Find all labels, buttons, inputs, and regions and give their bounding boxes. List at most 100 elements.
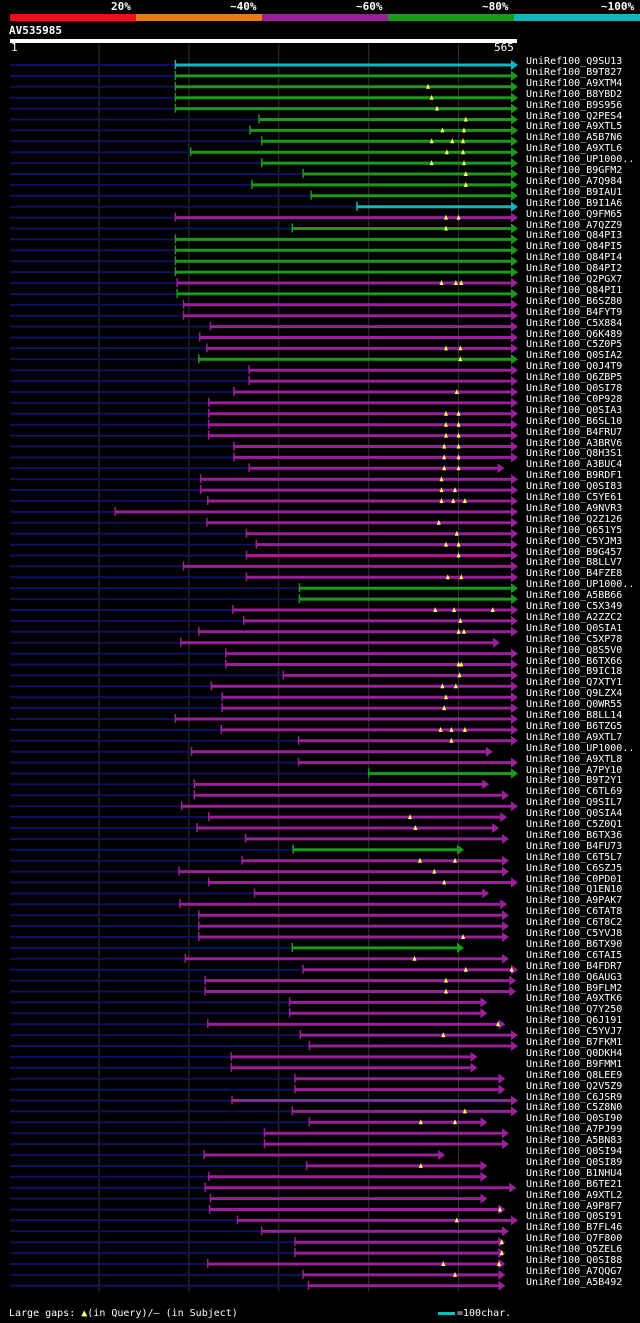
hit-name-link[interactable]: UniRef100_A9XTL6 xyxy=(526,143,623,155)
hit-row[interactable] xyxy=(10,1095,518,1106)
hit-row[interactable] xyxy=(10,681,518,692)
hit-name-link[interactable]: UniRef100_B4FRU7 xyxy=(526,426,623,438)
hit-name-link[interactable]: UniRef100_B9T2Y1 xyxy=(526,775,623,787)
hit-name-link[interactable]: UniRef100_Q6ZBP5 xyxy=(526,372,623,384)
hit-name-link[interactable]: UniRef100_Q7F800 xyxy=(526,1233,623,1245)
hit-row[interactable] xyxy=(10,321,518,332)
hit-row[interactable] xyxy=(10,441,518,452)
hit-name-link[interactable]: UniRef100_B9T827 xyxy=(526,66,623,78)
hit-row[interactable] xyxy=(10,1226,510,1237)
hit-name-link[interactable]: UniRef100_B4FYT9 xyxy=(526,306,623,318)
hit-row[interactable] xyxy=(10,1073,506,1084)
hit-name-link[interactable]: UniRef100_A2ZZC2 xyxy=(526,611,623,623)
hit-row[interactable] xyxy=(10,648,518,659)
hit-name-link[interactable]: UniRef100_Q0SI94 xyxy=(526,1146,623,1157)
hit-row[interactable] xyxy=(10,430,518,441)
hit-name-link[interactable]: UniRef100_Q8LEE9 xyxy=(526,1069,623,1081)
hit-name-link[interactable]: UniRef100_B6TX36 xyxy=(526,829,623,841)
hit-name-link[interactable]: UniRef100_B1NHU4 xyxy=(526,1167,623,1179)
hit-row[interactable] xyxy=(10,1171,488,1182)
hit-row[interactable] xyxy=(10,1237,506,1248)
hit-name-link[interactable]: UniRef100_B4FU73 xyxy=(526,840,623,852)
hit-name-link[interactable]: UniRef100_C5Z0Q1 xyxy=(526,819,623,830)
hit-row[interactable] xyxy=(10,550,518,561)
hit-row[interactable] xyxy=(10,1041,518,1051)
hit-name-link[interactable]: UniRef100_C5YE61 xyxy=(526,492,623,503)
hit-name-link[interactable]: UniRef100_A9PAK7 xyxy=(526,895,623,907)
hit-row[interactable] xyxy=(10,147,518,158)
hit-name-link[interactable]: UniRef100_B6SL10 xyxy=(526,415,623,427)
hit-name-link[interactable]: UniRef100_C6TAI5 xyxy=(526,949,623,961)
hit-name-link[interactable]: UniRef100_B7FL46 xyxy=(526,1222,623,1234)
hit-row[interactable] xyxy=(10,714,518,724)
hit-name-link[interactable]: UniRef100_A9XTL2 xyxy=(526,1189,623,1201)
hit-row[interactable] xyxy=(10,234,518,245)
hit-row[interactable] xyxy=(10,790,510,801)
hit-name-link[interactable]: UniRef100_A3BRV6 xyxy=(526,437,623,449)
hit-name-link[interactable]: UniRef100_Q7Y250 xyxy=(526,1004,623,1016)
hit-name-link[interactable]: UniRef100_C5X884 xyxy=(526,317,623,329)
hit-name-link[interactable]: UniRef100_C5YJM3 xyxy=(526,535,623,547)
hit-row[interactable] xyxy=(10,496,518,506)
hit-row[interactable] xyxy=(10,746,493,757)
hit-name-link[interactable]: UniRef100_C6T8C2 xyxy=(526,917,623,929)
hit-name-link[interactable]: UniRef100_Q0WR55 xyxy=(526,699,623,711)
hit-row[interactable] xyxy=(10,801,518,812)
hit-row[interactable] xyxy=(10,179,518,190)
hit-name-link[interactable]: UniRef100_B6TZG5 xyxy=(526,720,623,732)
hit-name-link[interactable]: UniRef100_Q0SIA2 xyxy=(526,350,623,362)
hit-name-link[interactable]: UniRef100_Q6K489 xyxy=(526,328,623,340)
hit-name-link[interactable]: UniRef100_Q9SIL7 xyxy=(526,797,623,809)
hit-row[interactable] xyxy=(10,997,488,1008)
hit-name-link[interactable]: UniRef100_Q2Z126 xyxy=(526,513,623,525)
hit-row[interactable] xyxy=(10,354,518,365)
hit-row[interactable] xyxy=(10,703,518,714)
hit-row[interactable] xyxy=(10,615,518,626)
hit-name-link[interactable]: UniRef100_Q0SI89 xyxy=(526,1156,623,1168)
hit-row[interactable] xyxy=(10,278,518,288)
hit-name-link[interactable]: UniRef100_A9P8F7 xyxy=(526,1200,623,1212)
hit-name-link[interactable]: UniRef100_B8YBD2 xyxy=(526,88,623,100)
hit-name-link[interactable]: UniRef100_Q0SI90 xyxy=(526,1113,623,1125)
hit-name-link[interactable]: UniRef100_UP1000.. xyxy=(526,579,635,591)
hit-row[interactable] xyxy=(10,888,490,899)
hit-row[interactable] xyxy=(10,626,518,637)
hit-row[interactable] xyxy=(10,899,508,910)
hit-name-link[interactable]: UniRef100_A5BN83 xyxy=(526,1135,623,1147)
hit-row[interactable] xyxy=(10,1008,488,1019)
hit-row[interactable] xyxy=(10,1259,506,1269)
hit-name-link[interactable]: UniRef100_Q9FM65 xyxy=(526,208,623,220)
hit-name-link[interactable]: UniRef100_Q0SIA1 xyxy=(526,622,623,634)
hit-row[interactable] xyxy=(10,485,518,496)
hit-row[interactable] xyxy=(10,376,518,387)
hit-row[interactable] xyxy=(10,103,518,114)
hit-row[interactable] xyxy=(10,452,518,463)
hit-name-link[interactable]: UniRef100_C5X349 xyxy=(526,601,623,612)
hit-name-link[interactable]: UniRef100_C6T5L7 xyxy=(526,851,623,863)
hit-row[interactable] xyxy=(10,365,518,376)
hit-row[interactable] xyxy=(10,1248,506,1259)
hit-name-link[interactable]: UniRef100_Q0SI83 xyxy=(526,481,623,493)
hit-row[interactable] xyxy=(10,1062,478,1073)
hit-name-link[interactable]: UniRef100_Q6J191 xyxy=(526,1015,623,1027)
hit-name-link[interactable]: UniRef100_Q9SU13 xyxy=(526,56,623,67)
hit-row[interactable] xyxy=(10,605,518,615)
hit-name-link[interactable]: UniRef100_Q84PI4 xyxy=(526,252,623,264)
hit-row[interactable] xyxy=(10,921,510,932)
hit-row[interactable] xyxy=(10,1160,488,1171)
hit-name-link[interactable]: UniRef100_B9IAU1 xyxy=(526,186,623,198)
hit-name-link[interactable]: UniRef100_A7QZZ9 xyxy=(526,219,623,231)
hit-name-link[interactable]: UniRef100_Q2PGX7 xyxy=(526,274,623,285)
hit-name-link[interactable]: UniRef100_Q0DKH4 xyxy=(526,1047,623,1059)
hit-name-link[interactable]: UniRef100_Q0SIA4 xyxy=(526,808,623,820)
hit-name-link[interactable]: UniRef100_B4FDR7 xyxy=(526,960,623,972)
hit-row[interactable] xyxy=(10,561,518,572)
hit-row[interactable] xyxy=(10,267,518,278)
hit-row[interactable] xyxy=(10,125,518,136)
hit-row[interactable] xyxy=(10,397,518,408)
hit-row[interactable] xyxy=(10,1204,506,1215)
hit-row[interactable] xyxy=(10,245,518,256)
hit-row[interactable] xyxy=(10,1051,478,1062)
hit-name-link[interactable]: UniRef100_B8LL14 xyxy=(526,710,623,721)
hit-row[interactable] xyxy=(10,1150,446,1160)
